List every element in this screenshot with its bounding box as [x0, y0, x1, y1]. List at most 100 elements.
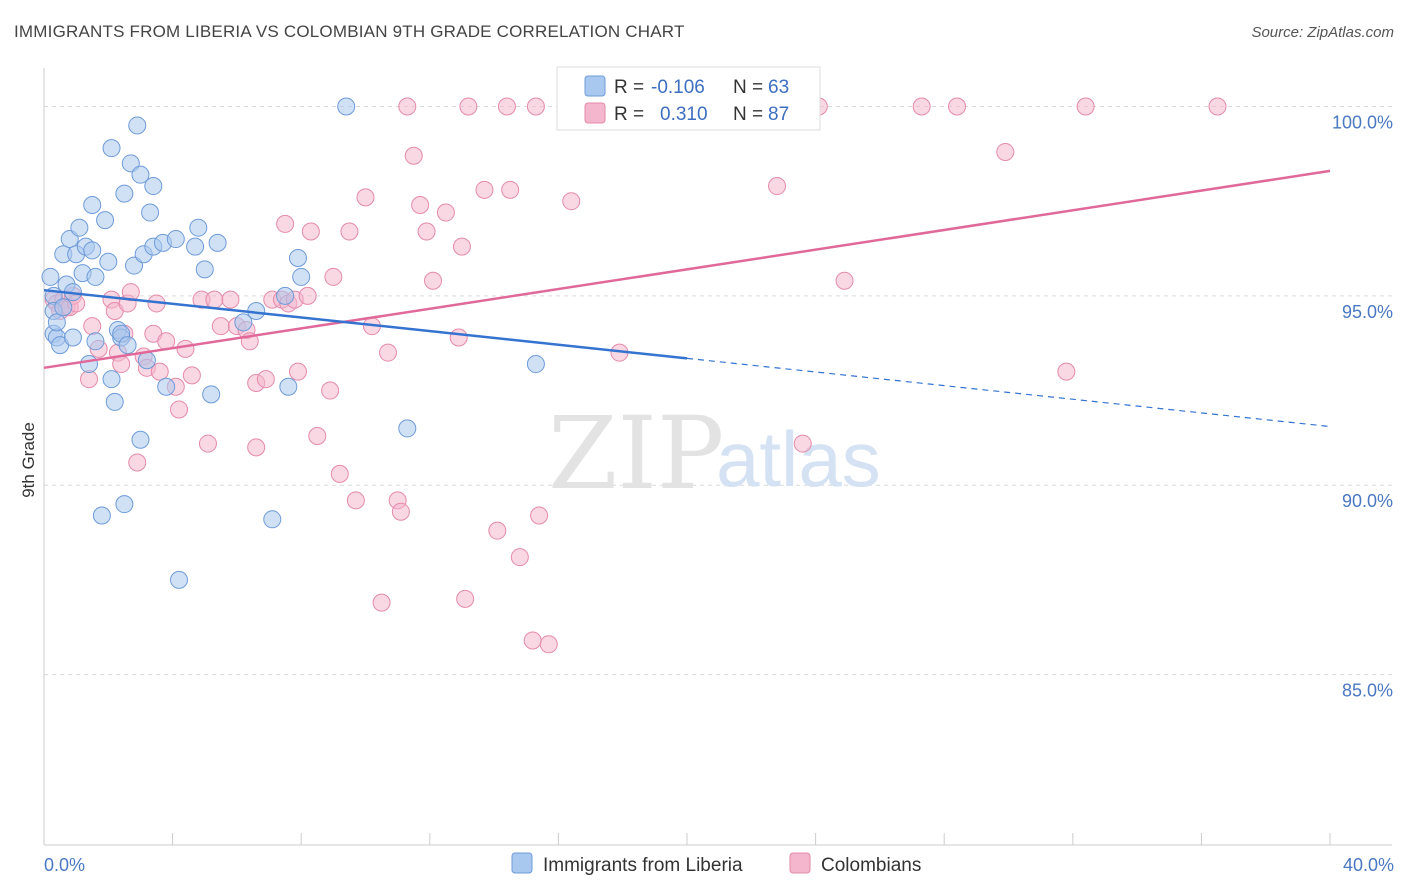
colombians-point [288, 362, 307, 381]
liberia-point [144, 177, 163, 196]
colombians-point [1076, 97, 1095, 116]
liberia-point [337, 97, 356, 116]
colombians-point [417, 222, 436, 241]
colombians-point [150, 362, 169, 381]
colombians-point [356, 188, 375, 207]
liberia-point [102, 370, 121, 389]
colombians-point [411, 195, 430, 214]
colombians-point [379, 343, 398, 362]
colombians-point [436, 203, 455, 222]
liberia-point [263, 510, 282, 529]
colombians-point [398, 97, 417, 116]
colombians-point [768, 177, 787, 196]
colombians-point [391, 502, 410, 521]
liberia-point [288, 248, 307, 267]
colombians-point [247, 438, 266, 457]
liberia-point [41, 267, 60, 286]
colombians-point [456, 589, 475, 608]
legend-n-value-colombians: 87 [768, 104, 789, 125]
liberia-point [279, 377, 298, 396]
legend-r-value-colombians: 0.310 [660, 104, 708, 125]
liberia-point [99, 252, 118, 271]
liberia-point [195, 260, 214, 279]
colombians-point [205, 290, 224, 309]
colombians-point [324, 267, 343, 286]
liberia-point [170, 570, 189, 589]
y-tick-label: 100.0% [1332, 113, 1393, 133]
liberia-point [115, 495, 134, 514]
bottom-legend-swatch-liberia [511, 852, 533, 874]
colombians-point [539, 635, 558, 654]
y-tick-label: 90.0% [1342, 491, 1393, 511]
bottom-legend-swatch-colombians [789, 852, 811, 874]
y-tick-label: 95.0% [1342, 302, 1393, 322]
colombians-point [301, 222, 320, 241]
colombians-point [298, 286, 317, 305]
watermark: ZIP atlas [548, 395, 881, 512]
liberia-point [292, 267, 311, 286]
legend-r-label-colombians: R = [614, 104, 644, 125]
colombians-point [510, 548, 529, 567]
liberia-point [186, 237, 205, 256]
bottom-legend-label-colombians: Colombians [821, 855, 921, 876]
colombians-point [182, 366, 201, 385]
colombians-point [449, 328, 468, 347]
liberia-points [41, 97, 545, 589]
liberia-point [202, 385, 221, 404]
colombians-point [372, 593, 391, 612]
liberia-point [115, 184, 134, 203]
liberia-point [96, 211, 115, 230]
colombians-point [330, 464, 349, 483]
colombians-point [526, 97, 545, 116]
liberia-point [92, 506, 111, 525]
colombians-point [346, 491, 365, 510]
liberia-point [131, 430, 150, 449]
liberia-point [86, 267, 105, 286]
x-tick-label-max: 40.0% [1343, 855, 1394, 875]
colombians-point [996, 142, 1015, 161]
y-tick-labels: 85.0% 90.0% 95.0% 100.0% [1332, 113, 1393, 701]
colombians-point [501, 180, 520, 199]
legend-swatch-liberia [584, 75, 606, 97]
y-axis-label: 9th Grade [19, 422, 38, 498]
colombians-point [912, 97, 931, 116]
liberia-point [157, 377, 176, 396]
series-legend: Immigrants from Liberia Colombians [511, 852, 921, 876]
colombians-point [211, 317, 230, 336]
trend-lines [43, 169, 1331, 428]
legend-n-value-liberia: 63 [768, 77, 789, 98]
liberia-trend-extension [686, 357, 1331, 428]
liberia-trend-line [43, 288, 688, 360]
liberia-point [63, 328, 82, 347]
colombians-point [475, 180, 494, 199]
colombians-point [256, 370, 275, 389]
liberia-point [131, 165, 150, 184]
colombians-point [948, 97, 967, 116]
liberia-point [137, 351, 156, 370]
watermark-zip: ZIP [548, 395, 724, 512]
chart-source: Source: ZipAtlas.com [1251, 24, 1394, 41]
liberia-point [398, 419, 417, 438]
legend-n-label-liberia: N = [733, 77, 763, 98]
colombians-point [176, 339, 195, 358]
liberia-point [54, 298, 73, 317]
colombians-point [424, 271, 443, 290]
colombians-point [459, 97, 478, 116]
colombians-point [1057, 362, 1076, 381]
liberia-point [47, 313, 66, 332]
liberia-point [70, 218, 89, 237]
legend-r-label-liberia: R = [614, 77, 644, 98]
colombians-point [793, 434, 812, 453]
stats-legend: R = -0.106 N = 63 R = 0.310 N = 87 [556, 66, 821, 131]
colombians-point [170, 400, 189, 419]
liberia-point [234, 313, 253, 332]
chart-title: IMMIGRANTS FROM LIBERIA VS COLOMBIAN 9TH… [14, 22, 685, 41]
colombians-point [488, 521, 507, 540]
colombians-point [497, 97, 516, 116]
liberia-point [208, 233, 227, 252]
liberia-point [276, 286, 295, 305]
legend-swatch-colombians [584, 102, 606, 124]
colombians-trend-line [43, 169, 1331, 370]
colombians-point [404, 146, 423, 165]
colombians-point [523, 631, 542, 650]
